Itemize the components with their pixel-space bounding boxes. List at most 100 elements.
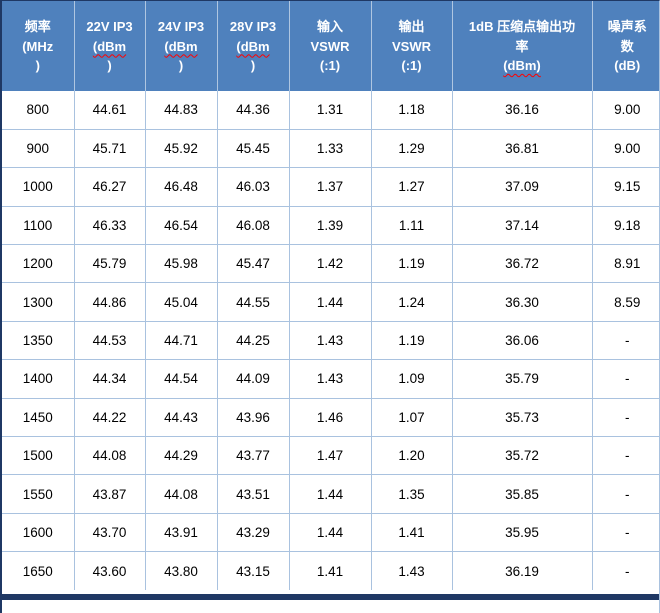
cell-p1db-output-power: 36.72 — [452, 244, 593, 283]
cell-p1db-output-power: 35.85 — [452, 474, 593, 514]
table-body: 800 44.61 44.83 44.36 1.31 1.18 36.16 9.00 900 45… — [2, 91, 659, 591]
column-header-noise-figure: 噪声系数 (dB) — [592, 1, 659, 91]
cell-24v-ip3: 44.83 — [145, 91, 218, 130]
header-line: VSWR — [310, 38, 350, 54]
cell-output-vswr: 1.41 — [371, 512, 453, 552]
cell-noise-figure: - — [592, 474, 659, 514]
cell-noise-figure: - — [592, 320, 659, 360]
cell-input-vswr: 1.31 — [289, 91, 372, 130]
cell-frequency: 1500 — [2, 436, 75, 475]
header-line: (:1) — [319, 58, 341, 73]
header-line: 数 — [620, 38, 634, 54]
cell-frequency: 1400 — [2, 359, 75, 399]
cell-28v-ip3: 43.15 — [217, 551, 290, 591]
header-line: 22V IP3 — [86, 19, 133, 34]
cell-24v-ip3: 44.43 — [145, 397, 218, 437]
table-header: 频率 (MHz) 22V IP3 (dBm) 24V IP3 (dBm) 28V IP3 (d… — [2, 1, 659, 91]
header-line: 频率 — [24, 19, 51, 34]
cell-p1db-output-power: 36.16 — [452, 91, 593, 130]
header-line: 28V IP3 — [229, 19, 277, 34]
cell-input-vswr: 1.46 — [289, 397, 372, 437]
cell-28v-ip3: 43.96 — [217, 397, 290, 437]
header-line: (dBm — [236, 38, 270, 54]
cell-22v-ip3: 45.79 — [74, 244, 146, 283]
column-header-output-vswr: 输出 VSWR (:1) — [371, 1, 453, 91]
cell-frequency: 1100 — [2, 205, 75, 245]
cell-24v-ip3: 46.54 — [145, 205, 218, 245]
column-header-28v-ip3: 28V IP3 (dBm) — [217, 1, 290, 91]
spec-data-table: 频率 (MHz) 22V IP3 (dBm) 24V IP3 (dBm) 28V IP3 (d… — [2, 1, 659, 591]
cell-22v-ip3: 43.70 — [74, 512, 146, 552]
cell-input-vswr: 1.43 — [289, 359, 372, 399]
header-line: (dBm — [164, 38, 198, 54]
cell-24v-ip3: 46.48 — [145, 167, 218, 207]
cell-22v-ip3: 44.34 — [74, 359, 146, 399]
cell-p1db-output-power: 36.81 — [452, 128, 593, 168]
header-line: (dBm) — [503, 58, 541, 73]
cell-noise-figure: 9.00 — [592, 91, 659, 130]
cell-noise-figure: - — [592, 551, 659, 591]
cell-28v-ip3: 43.77 — [217, 436, 290, 475]
table-row: 1550 43.87 44.08 43.51 1.44 1.35 35.85- — [2, 474, 659, 514]
cell-output-vswr: 1.19 — [371, 320, 453, 360]
cell-output-vswr: 1.27 — [371, 167, 453, 207]
cell-frequency: 800 — [2, 91, 75, 130]
cell-noise-figure: 9.15 — [592, 167, 659, 207]
cell-input-vswr: 1.33 — [289, 128, 372, 168]
cell-p1db-output-power: 37.09 — [452, 167, 593, 207]
header-line: VSWR — [392, 38, 431, 54]
cell-noise-figure: - — [592, 397, 659, 437]
cell-24v-ip3: 45.92 — [145, 128, 218, 168]
cell-frequency: 1200 — [2, 244, 75, 283]
cell-input-vswr: 1.47 — [289, 436, 372, 475]
cell-p1db-output-power: 35.73 — [452, 397, 593, 437]
cell-22v-ip3: 45.71 — [74, 128, 146, 168]
header-line: ) — [250, 58, 256, 73]
bottom-gap — [2, 590, 659, 595]
header-row: 频率 (MHz) 22V IP3 (dBm) 24V IP3 (dBm) 28V IP3 (d… — [2, 1, 659, 91]
cell-input-vswr: 1.41 — [289, 551, 372, 591]
cell-24v-ip3: 43.91 — [145, 512, 218, 552]
cell-output-vswr: 1.24 — [371, 282, 453, 322]
cell-p1db-output-power: 35.79 — [452, 359, 593, 399]
cell-22v-ip3: 46.33 — [74, 205, 146, 245]
cell-28v-ip3: 45.45 — [217, 128, 290, 168]
cell-frequency: 1450 — [2, 397, 75, 437]
cell-input-vswr: 1.37 — [289, 167, 372, 207]
cell-input-vswr: 1.42 — [289, 244, 372, 283]
cell-noise-figure: 9.00 — [592, 128, 659, 168]
cell-noise-figure: - — [592, 436, 659, 475]
cell-22v-ip3: 44.22 — [74, 397, 146, 437]
cell-noise-figure: - — [592, 512, 659, 552]
table-row: 1000 46.27 46.48 46.03 1.37 1.27 37.09 9.15 — [2, 167, 659, 207]
cell-24v-ip3: 44.54 — [145, 359, 218, 399]
cell-28v-ip3: 44.36 — [217, 91, 290, 130]
cell-output-vswr: 1.43 — [371, 551, 453, 591]
cell-input-vswr: 1.43 — [289, 320, 372, 360]
header-line: 输入 — [316, 19, 343, 34]
header-line: (:1) — [401, 58, 422, 73]
cell-p1db-output-power: 36.30 — [452, 282, 593, 322]
cell-noise-figure: 8.59 — [592, 282, 659, 322]
cell-input-vswr: 1.44 — [289, 474, 372, 514]
cell-output-vswr: 1.09 — [371, 359, 453, 399]
header-line: ) — [107, 58, 112, 73]
cell-input-vswr: 1.39 — [289, 205, 372, 245]
cell-22v-ip3: 46.27 — [74, 167, 146, 207]
table-row: 1450 44.22 44.43 43.96 1.46 1.07 35.73- — [2, 397, 659, 437]
cell-28v-ip3: 46.08 — [217, 205, 290, 245]
column-header-22v-ip3: 22V IP3 (dBm) — [74, 1, 146, 91]
cell-frequency: 1350 — [2, 320, 75, 360]
cell-28v-ip3: 43.51 — [217, 474, 290, 514]
cell-22v-ip3: 43.60 — [74, 551, 146, 591]
cell-22v-ip3: 44.08 — [74, 436, 146, 475]
table-row: 1500 44.08 44.29 43.77 1.47 1.20 35.72- — [2, 436, 659, 475]
cell-24v-ip3: 43.80 — [145, 551, 218, 591]
cell-output-vswr: 1.20 — [371, 436, 453, 475]
cell-output-vswr: 1.35 — [371, 474, 453, 514]
column-header-24v-ip3: 24V IP3 (dBm) — [145, 1, 218, 91]
cell-frequency: 900 — [2, 128, 75, 168]
column-header-p1db-output-power: 1dB 压缩点输出功率 (dBm) — [452, 1, 593, 91]
cell-24v-ip3: 44.08 — [145, 474, 218, 514]
